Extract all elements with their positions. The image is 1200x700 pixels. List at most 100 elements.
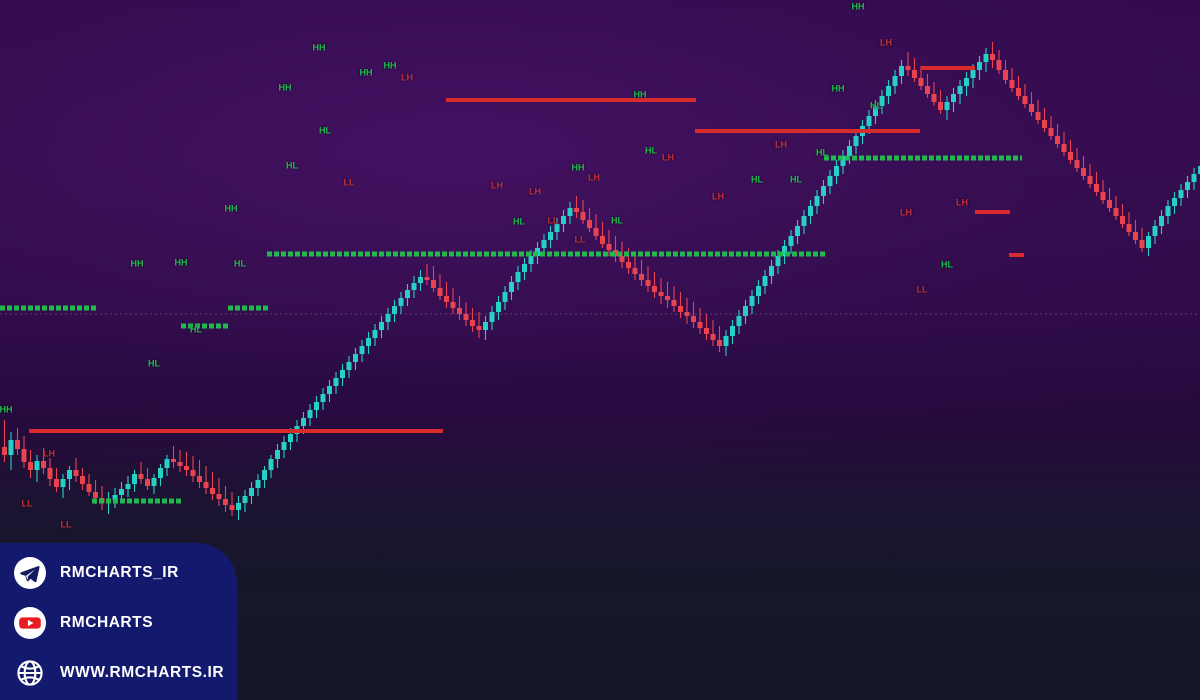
- candle-body: [346, 362, 352, 370]
- candle-body: [886, 86, 891, 96]
- candle-body: [912, 70, 917, 78]
- candle-body: [145, 479, 150, 486]
- candle-body: [34, 461, 40, 470]
- candle-body: [697, 322, 703, 328]
- candle-body: [1133, 232, 1138, 240]
- candle-body: [476, 326, 482, 330]
- candle-body: [125, 484, 131, 489]
- candle-body: [249, 488, 254, 496]
- candle-body: [964, 78, 969, 86]
- candle-body: [288, 434, 293, 442]
- candle-body: [652, 286, 657, 292]
- candle-body: [1042, 120, 1047, 128]
- candle-body: [275, 450, 280, 459]
- candle-body: [470, 320, 475, 326]
- candle-body: [769, 266, 774, 276]
- candle-body: [1068, 152, 1073, 160]
- candle-body: [457, 308, 462, 314]
- watermark-row-telegram[interactable]: RMCHARTS_IR: [14, 557, 179, 589]
- candle-body: [1081, 168, 1086, 176]
- candle-body: [931, 94, 937, 102]
- candle-body: [873, 106, 878, 116]
- candle-body: [444, 296, 449, 302]
- watermark-row-youtube[interactable]: RMCHARTS: [14, 607, 153, 639]
- candle-body: [1003, 70, 1008, 80]
- candle-body: [60, 479, 66, 487]
- candle-body: [8, 440, 14, 455]
- candle-body: [996, 60, 1002, 70]
- candle-body: [190, 470, 196, 476]
- candle-body: [840, 156, 846, 166]
- candle-body: [1191, 174, 1197, 182]
- candle-body: [528, 256, 534, 264]
- level-lines-group: [0, 66, 1024, 504]
- candle-body: [905, 66, 911, 70]
- candle-body: [853, 136, 859, 146]
- candle-body: [327, 386, 332, 394]
- candle-body: [814, 196, 820, 206]
- candle-body: [645, 280, 651, 286]
- branding-watermark-panel: RMCHARTS_IR RMCHARTS WWW.RMCHARTS.IR: [0, 543, 237, 700]
- candle-body: [489, 312, 495, 322]
- candle-body: [184, 466, 189, 470]
- candle-body: [307, 410, 313, 418]
- candle-body: [736, 316, 742, 326]
- candle-group: [2, 42, 1200, 520]
- candle-body: [502, 292, 508, 302]
- candle-body: [1100, 192, 1106, 200]
- candle-body: [561, 216, 566, 224]
- candle-body: [1094, 184, 1099, 192]
- candle-body: [1159, 216, 1164, 226]
- candle-body: [138, 474, 144, 479]
- candle-body: [15, 440, 20, 449]
- candle-body: [743, 306, 748, 316]
- candle-body: [1087, 176, 1093, 184]
- candle-body: [359, 346, 365, 354]
- watermark-label-website: WWW.RMCHARTS.IR: [60, 664, 225, 681]
- candle-body: [749, 296, 755, 306]
- candle-body: [1055, 136, 1060, 144]
- candle-body: [1022, 96, 1028, 104]
- candle-body: [255, 480, 261, 488]
- candle-body: [385, 314, 391, 322]
- candle-body: [606, 244, 612, 250]
- candle-body: [93, 492, 98, 498]
- candle-body: [548, 232, 553, 240]
- candle-body: [463, 314, 469, 320]
- candle-body: [164, 459, 170, 468]
- candle-body: [47, 468, 53, 479]
- candle-body: [619, 256, 625, 262]
- candle-body: [613, 250, 618, 256]
- candle-body: [1152, 226, 1158, 236]
- candle-body: [632, 268, 638, 274]
- candle-body: [795, 226, 800, 236]
- candle-body: [333, 378, 339, 386]
- candle-body: [665, 296, 670, 300]
- candle-body: [1126, 224, 1132, 232]
- candle-body: [41, 461, 46, 468]
- candle-body: [28, 462, 33, 470]
- candle-body: [366, 338, 371, 346]
- telegram-icon: [14, 557, 46, 589]
- candle-body: [236, 503, 241, 510]
- watermark-label-youtube: RMCHARTS: [60, 614, 154, 631]
- candle-body: [2, 447, 7, 455]
- candle-body: [983, 54, 989, 62]
- candle-body: [723, 336, 729, 346]
- candle-body: [405, 290, 410, 298]
- youtube-icon: [14, 607, 46, 639]
- candle-body: [515, 272, 521, 282]
- globe-icon: [17, 660, 43, 686]
- candle-body: [925, 86, 930, 94]
- candle-body: [392, 306, 397, 314]
- candle-body: [554, 224, 560, 232]
- candle-body: [1107, 200, 1112, 208]
- watermark-row-website[interactable]: WWW.RMCHARTS.IR: [14, 657, 224, 689]
- candle-body: [990, 54, 995, 60]
- candle-body: [658, 292, 664, 296]
- candle-body: [593, 228, 599, 236]
- candle-body: [171, 459, 176, 462]
- candle-body: [671, 300, 677, 306]
